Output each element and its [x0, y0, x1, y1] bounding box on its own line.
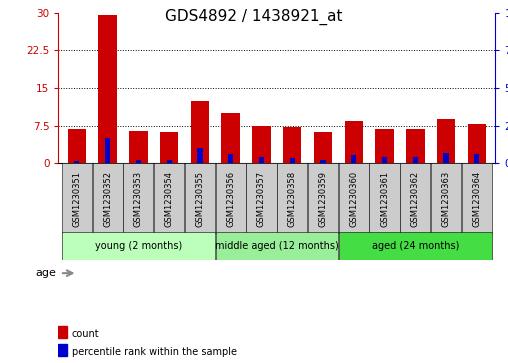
Bar: [283, 127, 301, 163]
Text: GSM1230358: GSM1230358: [288, 171, 297, 227]
Bar: [167, 160, 172, 163]
Bar: [246, 163, 276, 234]
Text: GSM1230357: GSM1230357: [257, 171, 266, 227]
Bar: [308, 163, 338, 234]
Text: GSM1230356: GSM1230356: [226, 171, 235, 227]
Text: GSM1230354: GSM1230354: [165, 171, 174, 227]
Bar: [412, 157, 418, 163]
Bar: [62, 163, 92, 234]
Text: GSM1230351: GSM1230351: [72, 171, 81, 227]
Bar: [375, 129, 394, 163]
Text: GSM1230363: GSM1230363: [441, 171, 451, 227]
Text: middle aged (12 months): middle aged (12 months): [215, 241, 339, 251]
Text: GSM1230361: GSM1230361: [380, 171, 389, 227]
Text: percentile rank within the sample: percentile rank within the sample: [72, 347, 237, 357]
Bar: [154, 163, 184, 234]
Bar: [443, 153, 449, 163]
Bar: [58, 344, 67, 356]
Bar: [462, 163, 492, 234]
Bar: [215, 163, 246, 234]
Bar: [228, 154, 233, 163]
Bar: [62, 232, 215, 260]
Text: GSM1230355: GSM1230355: [196, 171, 204, 227]
Text: GSM1230362: GSM1230362: [411, 171, 420, 227]
Bar: [74, 161, 79, 163]
Bar: [369, 163, 400, 234]
Bar: [252, 126, 271, 163]
Text: aged (24 months): aged (24 months): [372, 241, 459, 251]
Bar: [215, 232, 338, 260]
Bar: [406, 129, 425, 163]
Bar: [129, 131, 148, 163]
Bar: [190, 101, 209, 163]
Bar: [351, 155, 356, 163]
Bar: [105, 139, 110, 163]
Bar: [123, 163, 153, 234]
Text: GSM1230359: GSM1230359: [319, 171, 328, 227]
Bar: [382, 156, 387, 163]
Bar: [277, 163, 307, 234]
Bar: [185, 163, 215, 234]
Bar: [136, 160, 141, 163]
Text: age: age: [35, 268, 56, 278]
Bar: [221, 113, 240, 163]
Bar: [259, 156, 264, 163]
Bar: [314, 132, 332, 163]
Bar: [160, 132, 178, 163]
Bar: [344, 121, 363, 163]
Bar: [290, 158, 295, 163]
Bar: [467, 124, 486, 163]
Text: count: count: [72, 329, 99, 339]
Bar: [431, 163, 461, 234]
Text: GSM1230353: GSM1230353: [134, 171, 143, 227]
Bar: [68, 129, 86, 163]
Text: GDS4892 / 1438921_at: GDS4892 / 1438921_at: [165, 9, 343, 25]
Bar: [474, 154, 480, 163]
Bar: [437, 119, 455, 163]
Bar: [339, 232, 492, 260]
Bar: [339, 163, 369, 234]
Bar: [198, 147, 203, 163]
Bar: [92, 163, 123, 234]
Bar: [58, 326, 67, 338]
Text: young (2 months): young (2 months): [95, 241, 182, 251]
Text: GSM1230360: GSM1230360: [350, 171, 358, 227]
Text: GSM1230352: GSM1230352: [103, 171, 112, 227]
Bar: [99, 15, 117, 163]
Bar: [321, 160, 326, 163]
Text: GSM1230364: GSM1230364: [472, 171, 482, 227]
Bar: [400, 163, 430, 234]
